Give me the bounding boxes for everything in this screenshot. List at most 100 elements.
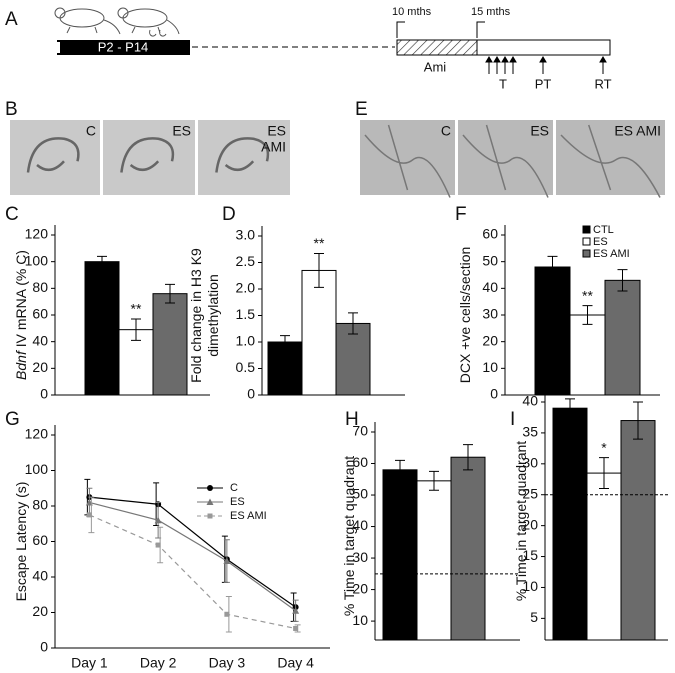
significance: **: [314, 235, 325, 251]
y-tick-label: 20: [352, 580, 368, 596]
legend-label: ES: [593, 236, 608, 248]
error-bar: [165, 283, 175, 304]
bar: [152, 293, 188, 396]
section-detail: [120, 137, 175, 173]
y-axis-label: Fold change in H3 K9dimethylation: [188, 248, 221, 383]
testing-bar: [476, 39, 611, 56]
y-tick-label: 120: [25, 426, 49, 442]
bar: [267, 341, 303, 396]
section-detail: [26, 137, 80, 173]
significance: **: [131, 301, 142, 317]
x-tick-label: Day 4: [277, 655, 314, 671]
y-axis-label: Escape Latency (s): [13, 482, 29, 602]
early-label: P2 - P14: [98, 39, 149, 54]
y-tick-label: 0: [40, 639, 48, 655]
test-label: RT: [594, 76, 611, 91]
section-image: [198, 120, 290, 195]
legend-label: ES: [230, 496, 245, 508]
legend-label: C: [230, 482, 238, 494]
y-axis-label: % Time in target quadrant: [341, 456, 357, 616]
y-axis-label-line: % Time in target quadrant: [341, 456, 357, 616]
bar-edge: [57, 42, 60, 53]
start-arrows: [396, 21, 485, 38]
legend-swatch: [582, 237, 591, 246]
y-tick-label: 3.0: [236, 227, 256, 243]
y-axis-label-text: Fold change in H3 K9: [188, 248, 204, 383]
error-bar: [314, 252, 324, 288]
y-tick-label: 80: [32, 279, 48, 295]
y-tick-label: 30: [522, 455, 538, 471]
y-tick-label: 10: [352, 612, 368, 628]
y-tick-label: 70: [352, 423, 368, 439]
error-bar: [617, 269, 628, 292]
y-tick-label: 60: [352, 454, 368, 470]
section-image: [458, 120, 553, 195]
legend-label: ES AMI: [230, 510, 267, 522]
y-tick-label: 50: [482, 252, 498, 268]
bar: [382, 469, 418, 641]
bar: [84, 261, 120, 396]
error-bar: [582, 305, 593, 325]
section-label: C: [86, 123, 96, 139]
series-line: [89, 514, 296, 630]
y-tick-label: 35: [522, 424, 538, 440]
y-axis-label: DCX +ve cells/section: [457, 247, 473, 384]
y-tick-label: 40: [32, 332, 48, 348]
section-label: C: [441, 123, 451, 139]
y-tick-label: 20: [32, 603, 48, 619]
legend-label: CTL: [593, 224, 614, 236]
y-tick-label: 30: [352, 549, 368, 565]
marker: [155, 542, 161, 548]
test-label: PT: [535, 76, 552, 91]
x-tick-label: Day 2: [140, 655, 177, 671]
error-bar: [348, 312, 358, 335]
y-tick-label: 25: [522, 485, 538, 501]
bar: [335, 322, 371, 396]
y-tick-label: 1.0: [236, 333, 256, 349]
y-tick-label: 60: [32, 532, 48, 548]
end-label: 15 mths: [471, 6, 511, 18]
marker: [292, 607, 300, 614]
y-tick-label: 60: [32, 306, 48, 322]
y-tick-label: 20: [522, 516, 538, 532]
section-detail: [462, 124, 549, 198]
y-tick-label: 2.5: [236, 253, 256, 269]
panel-label: A: [5, 9, 18, 30]
marker: [154, 516, 162, 524]
significance: **: [582, 287, 593, 303]
bar: [569, 314, 606, 396]
x-tick-label: Day 1: [71, 655, 108, 671]
section-label: ES: [172, 123, 191, 139]
legend-swatch: [582, 225, 591, 234]
rats: [54, 7, 180, 37]
panel-label: B: [5, 99, 18, 120]
y-axis-label-text: DCX +ve cells/section: [457, 247, 473, 384]
bar: [534, 266, 571, 396]
y-axis-label-line: Bdnf IV mRNA (% C): [13, 250, 29, 380]
section-label: ES: [530, 123, 549, 139]
panel-label: I: [510, 409, 515, 430]
y-tick-label: 10: [522, 578, 538, 594]
error-bar: [463, 444, 473, 471]
y-axis-label-text: % Time in target quadrant: [341, 456, 357, 616]
y-tick-label: 15: [522, 547, 538, 563]
y-axis-label: Bdnf IV mRNA (% C): [13, 250, 29, 380]
section-image: [360, 120, 455, 195]
section-label: AMI: [261, 139, 286, 155]
y-tick-label: 100: [25, 461, 49, 477]
legend-marker: [206, 498, 214, 505]
y-axis-label-text: Escape Latency (s): [13, 482, 29, 602]
y-tick-label: 120: [25, 226, 49, 242]
bar: [450, 456, 486, 641]
test-arrows: [485, 56, 607, 74]
error-bar: [429, 470, 439, 491]
early-stress-bar: [57, 40, 190, 55]
series-line: [89, 496, 296, 608]
y-axis-label-italic: Bdnf: [13, 349, 29, 380]
error-bar: [599, 457, 609, 490]
y-tick-label: 60: [482, 226, 498, 242]
legend-label: ES AMI: [593, 248, 630, 260]
y-tick-label: 100: [25, 252, 49, 268]
section-detail: [364, 124, 451, 198]
